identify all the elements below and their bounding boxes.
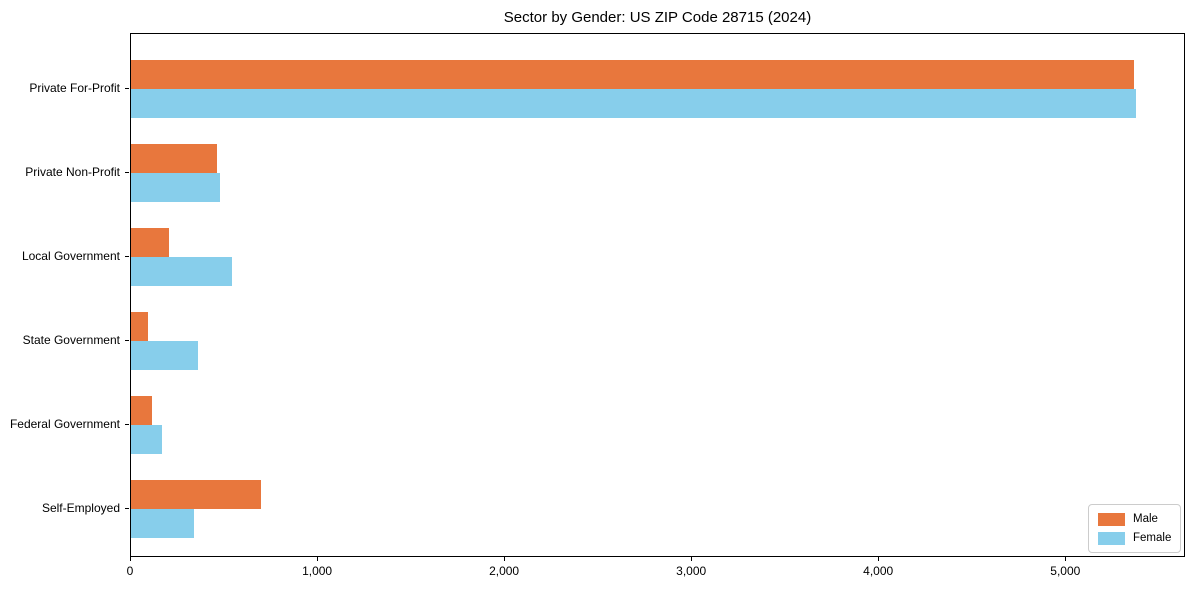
y-tick-mark (125, 172, 129, 173)
x-tick-label-4-000: 4,000 (863, 564, 894, 578)
y-tick-mark (125, 508, 129, 509)
legend-swatch-male (1098, 512, 1125, 526)
bar-female-private-for-profit (131, 89, 1137, 118)
x-tick-mark (130, 557, 131, 561)
x-tick-label-3-000: 3,000 (676, 564, 707, 578)
legend: Male Female (1088, 504, 1181, 553)
x-tick-mark (504, 557, 506, 561)
legend-entry-male: Male (1098, 512, 1171, 526)
y-tick-label-private-for-profit: Private For-Profit (29, 81, 120, 95)
x-tick-label-1-000: 1,000 (302, 564, 333, 578)
y-tick-label-local-government: Local Government (21, 249, 120, 263)
bar-female-federal-government (131, 425, 162, 454)
plot-area (130, 33, 1185, 557)
y-tick-mark (125, 340, 129, 341)
bar-male-private-for-profit (131, 60, 1134, 89)
x-tick-mark (878, 557, 880, 561)
bar-female-private-non-profit (131, 173, 220, 202)
legend-entry-female: Female (1098, 531, 1172, 545)
x-tick-mark (317, 557, 319, 561)
y-tick-mark (125, 88, 129, 89)
bar-male-federal-government (131, 396, 152, 425)
bar-female-state-government (131, 341, 199, 370)
y-tick-label-state-government: State Government (22, 333, 120, 347)
chart-title: Sector by Gender: US ZIP Code 28715 (202… (503, 9, 812, 26)
x-tick-mark (1065, 557, 1067, 561)
legend-swatch-female (1098, 531, 1125, 545)
x-tick-label-2-000: 2,000 (489, 564, 520, 578)
y-tick-mark (125, 256, 129, 257)
legend-label-female: Female (1133, 531, 1172, 544)
x-tick-label-5-000: 5,000 (1050, 564, 1081, 578)
bar-male-local-government (131, 228, 170, 257)
x-tick-label-0: 0 (126, 564, 134, 578)
x-tick-mark (691, 557, 693, 561)
legend-label-male: Male (1133, 512, 1158, 525)
bar-male-state-government (131, 312, 148, 341)
y-tick-label-federal-government: Federal Government (9, 417, 120, 431)
y-tick-label-self-employed: Self-Employed (41, 501, 120, 515)
y-tick-mark (125, 424, 129, 425)
bar-male-self-employed (131, 480, 261, 509)
bar-female-self-employed (131, 509, 194, 538)
bar-male-private-non-profit (131, 144, 217, 173)
y-tick-label-private-non-profit: Private Non-Profit (25, 165, 120, 179)
bar-female-local-government (131, 257, 232, 286)
